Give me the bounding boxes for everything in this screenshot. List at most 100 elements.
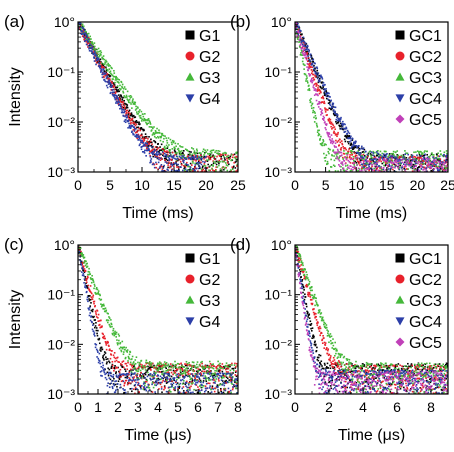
data-point [439, 159, 441, 162]
data-point [203, 368, 205, 370]
data-point [307, 69, 309, 72]
data-point [424, 153, 426, 156]
data-point [91, 41, 93, 43]
data-point [298, 25, 300, 28]
data-point [161, 370, 164, 373]
data-point [113, 75, 116, 78]
data-point [123, 111, 125, 114]
data-point [300, 52, 302, 54]
data-point [181, 378, 184, 381]
data-point [216, 166, 219, 168]
data-point [169, 386, 171, 389]
data-point [182, 372, 185, 374]
data-point [86, 262, 88, 265]
data-point [435, 166, 438, 169]
data-point [178, 153, 181, 156]
data-point [315, 85, 317, 87]
data-point [201, 157, 203, 160]
data-point [204, 165, 207, 167]
data-point [218, 155, 221, 157]
data-point [112, 86, 114, 88]
data-point [327, 102, 330, 105]
data-point [124, 88, 127, 90]
data-point [295, 24, 298, 27]
data-point [302, 63, 305, 66]
data-point [111, 365, 113, 368]
data-point [421, 161, 424, 164]
data-point [85, 285, 88, 287]
data-point [150, 126, 152, 128]
data-point [119, 341, 122, 344]
data-point [224, 389, 227, 392]
data-point [186, 161, 188, 164]
data-point [162, 140, 164, 143]
data-point [318, 102, 321, 105]
data-point [184, 369, 186, 371]
data-point [182, 155, 185, 157]
data-point [161, 170, 163, 172]
data-point [151, 134, 154, 136]
data-point [342, 156, 344, 159]
data-point [141, 145, 143, 148]
data-point [151, 383, 153, 386]
data-point [141, 118, 143, 121]
data-point [150, 144, 153, 147]
data-point [80, 253, 82, 255]
data-point [308, 58, 311, 61]
data-point [424, 163, 427, 165]
data-point [172, 155, 175, 158]
data-point [97, 291, 100, 294]
data-point [136, 377, 139, 380]
data-point [235, 385, 238, 388]
data-point [426, 170, 428, 172]
data-point [390, 152, 393, 155]
data-point [148, 142, 151, 144]
data-point [113, 367, 116, 370]
data-point [352, 148, 355, 150]
data-point [430, 167, 433, 169]
data-point [329, 122, 332, 125]
data-point [361, 154, 363, 157]
data-point [133, 130, 136, 132]
data-point [302, 52, 304, 55]
data-point [422, 158, 424, 161]
data-point [145, 147, 148, 150]
data-point [316, 126, 319, 128]
data-point [199, 384, 202, 387]
data-point [365, 167, 367, 170]
data-point [150, 129, 153, 131]
data-point [298, 45, 301, 48]
data-point [185, 163, 187, 165]
data-point [198, 376, 200, 379]
data-point [225, 371, 228, 373]
data-point [143, 138, 145, 141]
data-point [373, 169, 376, 172]
data-point [340, 149, 342, 151]
data-point [431, 154, 434, 156]
data-point [187, 153, 190, 156]
data-point [373, 155, 376, 158]
data-point [445, 165, 448, 167]
data-point [412, 156, 414, 159]
data-point [194, 166, 197, 168]
data-point [194, 365, 196, 367]
data-point [394, 158, 397, 160]
data-point [446, 152, 448, 155]
data-point [334, 165, 336, 168]
data-point [123, 102, 126, 105]
data-point [223, 382, 226, 385]
data-point [131, 363, 134, 366]
data-point [164, 387, 166, 389]
data-point [153, 166, 156, 169]
data-point [190, 158, 193, 161]
data-point [88, 39, 90, 41]
data-point [106, 86, 109, 89]
data-point [112, 327, 115, 330]
data-point [81, 262, 84, 264]
data-point [87, 295, 90, 298]
data-point [99, 50, 102, 52]
data-point [157, 135, 159, 138]
data-point [172, 382, 175, 385]
data-point [318, 74, 321, 77]
data-point [149, 373, 152, 375]
